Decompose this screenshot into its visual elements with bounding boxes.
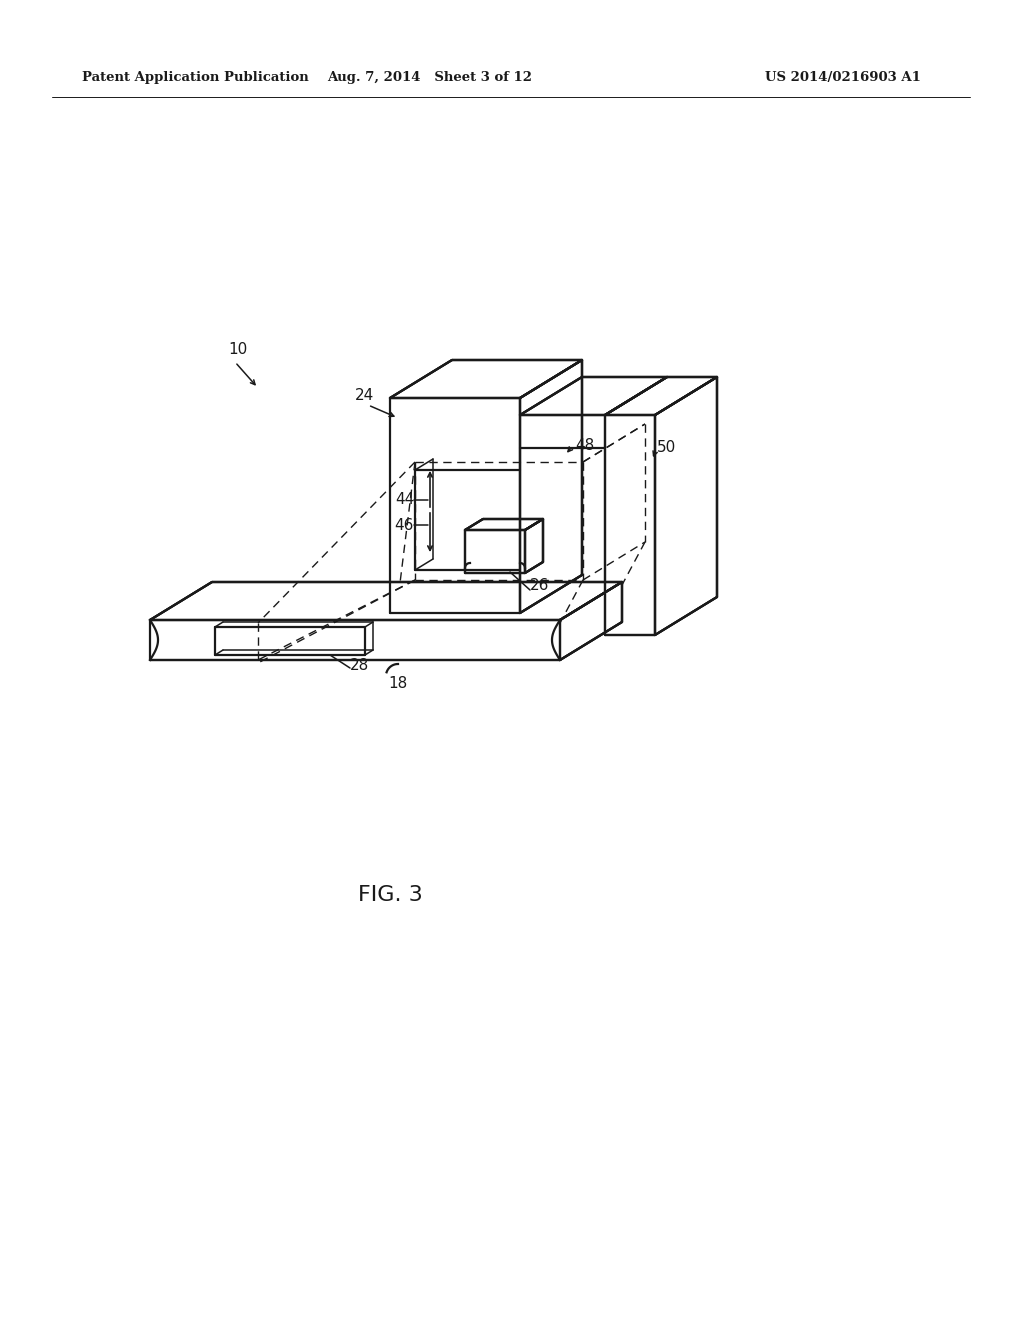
Text: 28: 28 <box>350 657 370 672</box>
Text: FIG. 3: FIG. 3 <box>357 884 422 906</box>
Text: 44: 44 <box>394 492 414 507</box>
Polygon shape <box>465 519 543 531</box>
Text: 24: 24 <box>355 388 374 403</box>
Text: US 2014/0216903 A1: US 2014/0216903 A1 <box>765 71 921 84</box>
Text: 10: 10 <box>228 342 247 358</box>
Polygon shape <box>605 378 717 414</box>
Polygon shape <box>390 360 582 399</box>
Polygon shape <box>525 519 543 573</box>
Polygon shape <box>520 378 667 414</box>
Polygon shape <box>150 582 622 620</box>
Text: 46: 46 <box>394 517 414 532</box>
Polygon shape <box>655 378 717 635</box>
Text: Aug. 7, 2014   Sheet 3 of 12: Aug. 7, 2014 Sheet 3 of 12 <box>328 71 532 84</box>
Text: 48: 48 <box>575 437 594 453</box>
Text: Patent Application Publication: Patent Application Publication <box>82 71 309 84</box>
Text: 26: 26 <box>530 578 549 593</box>
Polygon shape <box>560 582 622 660</box>
Text: 50: 50 <box>657 441 676 455</box>
Polygon shape <box>520 360 582 612</box>
Text: 18: 18 <box>388 676 408 690</box>
